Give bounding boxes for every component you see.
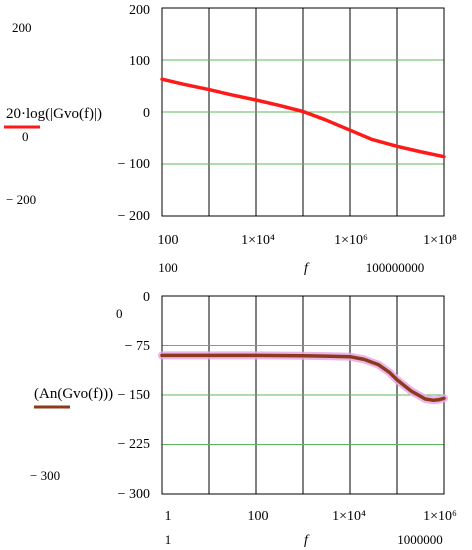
phase-xtick: 1: [165, 509, 172, 524]
magnitude-series-line: [160, 77, 446, 159]
phase-marks: [158, 351, 448, 405]
magnitude-marks: [160, 77, 446, 159]
magnitude-ytick: 0: [143, 106, 150, 121]
magnitude-xtick: 1×10⁶: [334, 233, 368, 248]
magnitude-ytick: − 100: [118, 157, 150, 172]
phase-ymin-label: − 300: [30, 468, 60, 483]
magnitude-xlabel: f: [304, 261, 310, 276]
phase-xmax-label: 1000000: [397, 532, 443, 547]
magnitude-xmax-label: 100000000: [366, 260, 425, 275]
phase-grid: [162, 296, 444, 494]
magnitude-ytick: 200: [129, 3, 150, 18]
phase-ytick: − 300: [118, 487, 150, 502]
phase-ymax-label: 0: [116, 306, 123, 321]
phase-series-line: [160, 353, 446, 403]
phase-xtick: 100: [248, 509, 269, 524]
magnitude-ylabel: 20·log(|Gvo(f)|): [6, 106, 102, 122]
phase-xmin-label: 1: [165, 532, 172, 547]
magnitude-xtick: 1×10⁴: [241, 233, 275, 248]
phase-xtick: 1×10⁶: [423, 509, 457, 524]
magnitude-ytick: − 200: [118, 209, 150, 224]
magnitude-ytick: 100: [129, 54, 150, 69]
magnitude-xtick: 1×10⁸: [423, 233, 457, 248]
phase-xtick: 1×10⁴: [332, 509, 366, 524]
phase-ytick: − 75: [125, 339, 150, 354]
phase-ytick: 0: [143, 290, 150, 305]
phase-ytick: − 225: [118, 437, 150, 452]
magnitude-ymid-label: 0: [22, 129, 29, 144]
magnitude-ymin-label: − 200: [6, 192, 36, 207]
magnitude-chart: 200 100 0 − 100 − 200 200 0 − 200 20·log…: [4, 3, 457, 276]
magnitude-plot-frame: [161, 7, 445, 217]
phase-ylabel: (An(Gvo(f))): [34, 386, 113, 402]
phase-ytick: − 150: [118, 388, 150, 403]
magnitude-xtick: 100: [158, 233, 179, 248]
phase-xlabel: f: [304, 533, 310, 548]
phase-chart: 0 − 75 − 150 − 225 − 300 0 − 300 (An(Gvo…: [30, 290, 457, 548]
magnitude-xmin-label: 100: [158, 260, 178, 275]
magnitude-ymax-label: 200: [12, 20, 32, 35]
